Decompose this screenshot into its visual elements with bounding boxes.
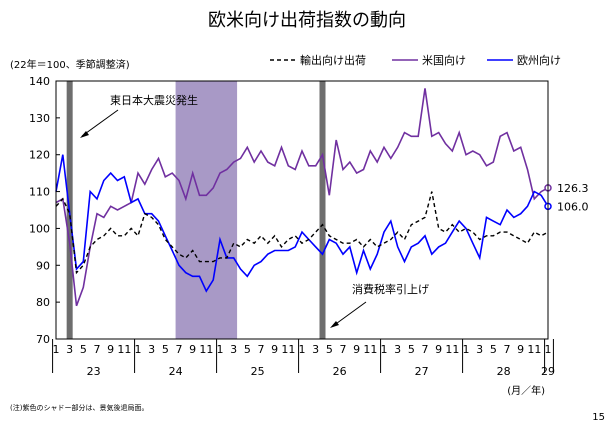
x-year-label: 27 [415,365,429,378]
x-year-label: 25 [251,365,265,378]
x-month-label: 1 [217,343,224,356]
x-month-label: 1 [463,343,470,356]
y-tick-label: 120 [29,149,50,162]
x-month-label: 9 [271,343,278,356]
x-month-label: 3 [230,343,237,356]
annotation-arrow [81,109,119,137]
x-month-label: 7 [176,343,183,356]
x-month-label: 1 [135,343,142,356]
x-year-label: 26 [333,365,347,378]
x-month-label: 9 [517,343,524,356]
x-month-label: 11 [281,343,295,356]
annotation-earthquake: 東日本大震災発生 [110,93,198,107]
recession-shade [175,81,238,339]
x-month-label: 1 [299,343,306,356]
chart-title: 欧米向け出荷指数の動向 [208,10,406,31]
x-month-label: 9 [189,343,196,356]
legend: 輸出向け出荷 米国向け 欧州向け [270,53,561,67]
plot-frame [55,80,549,340]
annotation-arrow [332,301,367,327]
y-tick-label: 140 [29,75,50,88]
x-month-label: 11 [445,343,459,356]
legend-label-2: 欧州向け [517,53,561,67]
page-number: 15 [592,412,605,423]
x-month-label: 5 [80,343,87,356]
y-tick-label: 80 [36,296,50,309]
x-month-label: 7 [504,343,511,356]
footnote: (注)紫色のシャドー部分は、景気後退局面。 [10,403,148,412]
x-month-label: 1 [381,343,388,356]
x-month-label: 3 [312,343,319,356]
x-month-label: 7 [94,343,101,356]
x-month-label: 5 [326,343,333,356]
x-month-label: 11 [117,343,131,356]
x-month-label: 11 [363,343,377,356]
y-tick-label: 90 [36,259,50,272]
x-year-label: 29 [541,365,555,378]
x-month-label: 5 [408,343,415,356]
series-line-1 [55,88,549,307]
x-month-label: 1 [53,343,60,356]
x-month-label: 9 [107,343,114,356]
x-month-label: 7 [422,343,429,356]
x-month-label: 5 [244,343,251,356]
x-month-label: 3 [476,343,483,356]
x-month-label: 3 [66,343,73,356]
y-tick-label: 130 [29,112,50,125]
x-month-label: 5 [162,343,169,356]
event-bar-tax-hike [319,81,326,339]
x-year-label: 28 [497,365,511,378]
x-month-label: 11 [199,343,213,356]
x-year-label: 23 [87,365,101,378]
end-value-label: 126.3 [557,182,589,195]
x-year-label: 24 [169,365,183,378]
x-month-label: 1 [545,343,552,356]
x-month-label: 9 [435,343,442,356]
series-line-2 [55,154,549,293]
y-tick-label: 70 [36,333,50,346]
annotation-tax-hike: 消費税率引上げ [352,282,429,296]
y-axis-label: (22年＝100、季節調整済) [10,58,130,71]
legend-label-1: 米国向け [422,53,466,67]
series-line-0 [55,191,549,275]
x-month-label: 7 [340,343,347,356]
y-tick-label: 110 [29,186,50,199]
x-month-label: 11 [527,343,541,356]
x-month-label: 5 [490,343,497,356]
x-month-label: 3 [394,343,401,356]
x-axis-label: (月／年) [507,384,545,397]
legend-label-0: 輸出向け出荷 [300,53,366,67]
annotation-arrowhead [80,131,89,138]
annotation-arrowhead [330,321,339,328]
end-value-label: 106.0 [557,200,589,213]
x-month-label: 3 [148,343,155,356]
y-tick-label: 100 [29,222,50,235]
x-month-label: 9 [353,343,360,356]
x-month-label: 7 [258,343,265,356]
